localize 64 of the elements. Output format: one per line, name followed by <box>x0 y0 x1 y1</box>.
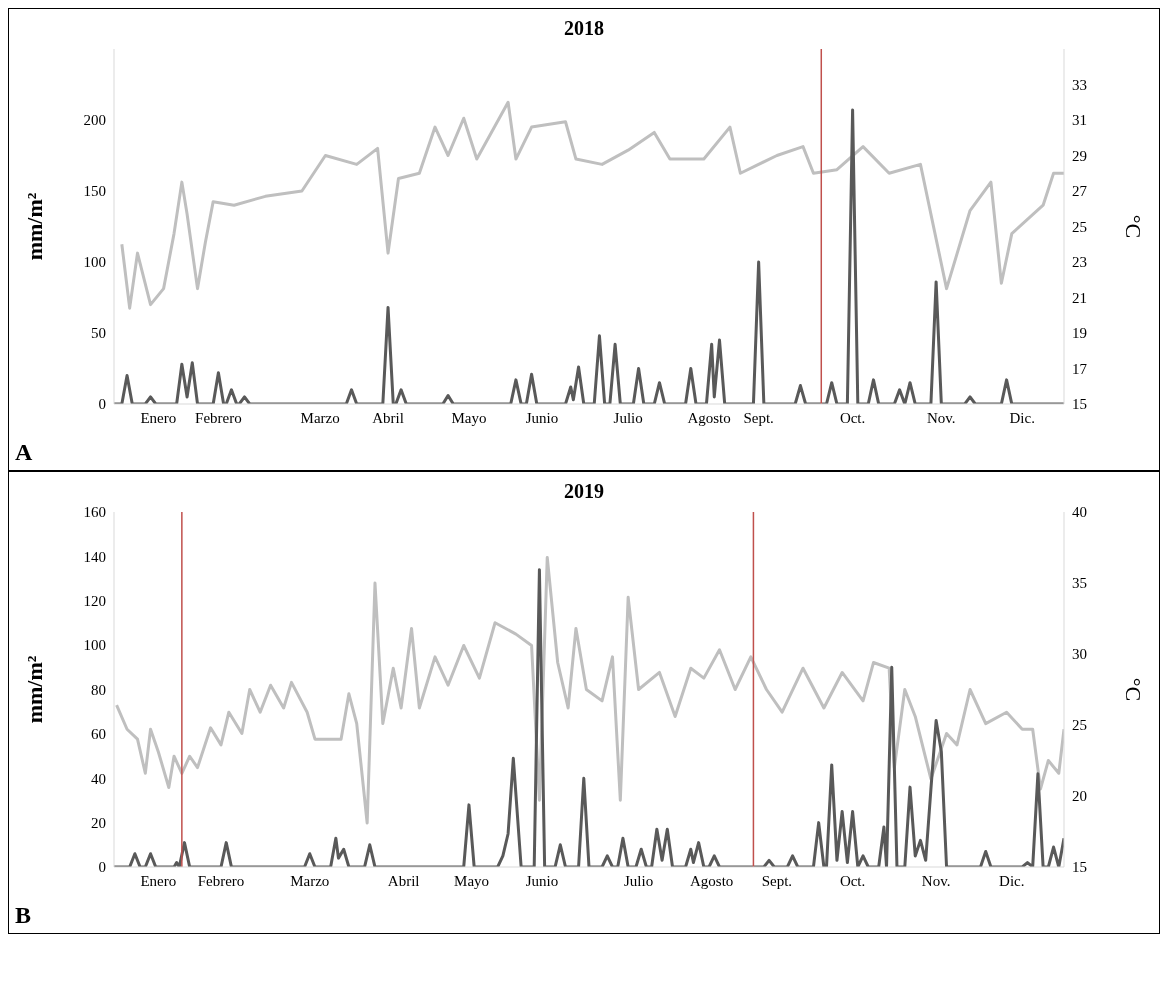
y2-tick-label: 31 <box>1072 112 1087 129</box>
x-tick-label: Marzo <box>290 872 330 889</box>
x-tick-label: Julio <box>623 872 654 889</box>
y-tick-label: 100 <box>83 254 106 271</box>
x-tick-label: Febrero <box>195 409 242 426</box>
y-tick-label: 60 <box>91 726 106 743</box>
y-tick-label: 200 <box>83 112 106 129</box>
y2-axis-title: °C <box>1121 677 1147 702</box>
line-series <box>115 555 1064 825</box>
y-axis-title: mm/m² <box>21 192 47 261</box>
y-tick-label: 150 <box>83 183 106 200</box>
y2-tick-label: 23 <box>1072 254 1087 271</box>
x-tick-label: Nov. <box>927 409 956 426</box>
y-tick-label: 50 <box>91 325 106 342</box>
y2-tick-label: 21 <box>1072 289 1087 306</box>
x-tick-label: Abril <box>387 872 420 889</box>
y-tick-label: 20 <box>91 814 106 831</box>
x-tick-label: Junio <box>525 409 559 426</box>
y-tick-label: 80 <box>91 681 106 698</box>
y2-tick-label: 17 <box>1072 360 1088 377</box>
chart-title: 2018 <box>563 17 605 40</box>
y-tick-label: 120 <box>83 593 106 610</box>
y2-tick-label: 27 <box>1072 183 1088 200</box>
x-tick-label: Sept. <box>761 872 793 889</box>
y2-tick-label: 15 <box>1072 859 1087 876</box>
y2-tick-label: 25 <box>1072 218 1087 235</box>
x-tick-label: Junio <box>525 872 559 889</box>
x-tick-label: Oct. <box>839 409 866 426</box>
x-tick-label: Mayo <box>454 872 490 889</box>
x-tick-label: Dic. <box>999 872 1025 889</box>
x-tick-label: Enero <box>140 872 177 889</box>
y2-tick-label: 15 <box>1072 396 1087 413</box>
x-tick-label: Sept. <box>743 409 774 426</box>
x-tick-label: Nov. <box>921 872 951 889</box>
x-tick-label: Febrero <box>197 872 245 889</box>
chart-title: 2019 <box>563 480 605 503</box>
y-tick-label: 0 <box>98 396 106 413</box>
y2-tick-label: 33 <box>1072 76 1087 93</box>
y2-tick-label: 29 <box>1072 147 1087 164</box>
x-tick-label: Julio <box>613 409 643 426</box>
y2-tick-label: 35 <box>1072 575 1087 592</box>
x-tick-label: Enero <box>140 409 177 426</box>
y-tick-label: 140 <box>83 548 106 565</box>
y2-axis-title: °C <box>1121 214 1147 239</box>
x-tick-label: Agosto <box>689 872 734 889</box>
x-tick-label: Dic. <box>1009 409 1035 426</box>
y2-tick-label: 25 <box>1072 717 1087 734</box>
x-tick-label: Marzo <box>300 409 340 426</box>
x-tick-label: Agosto <box>687 409 731 426</box>
y-tick-label: 0 <box>98 859 106 876</box>
x-tick-label: Mayo <box>451 409 487 426</box>
y2-tick-label: 20 <box>1072 788 1087 805</box>
x-tick-label: Oct. <box>839 872 866 889</box>
x-tick-label: Abril <box>372 409 404 426</box>
y-tick-label: 160 <box>83 504 106 521</box>
text: B <box>15 902 32 929</box>
y-tick-label: 40 <box>91 770 106 787</box>
line-series <box>120 100 1064 310</box>
text: A <box>15 439 34 466</box>
y2-tick-label: 19 <box>1072 325 1087 342</box>
y-axis-title: mm/m² <box>21 655 47 724</box>
y-tick-label: 100 <box>83 637 106 654</box>
y2-tick-label: 30 <box>1072 646 1087 663</box>
y2-tick-label: 40 <box>1072 504 1087 521</box>
